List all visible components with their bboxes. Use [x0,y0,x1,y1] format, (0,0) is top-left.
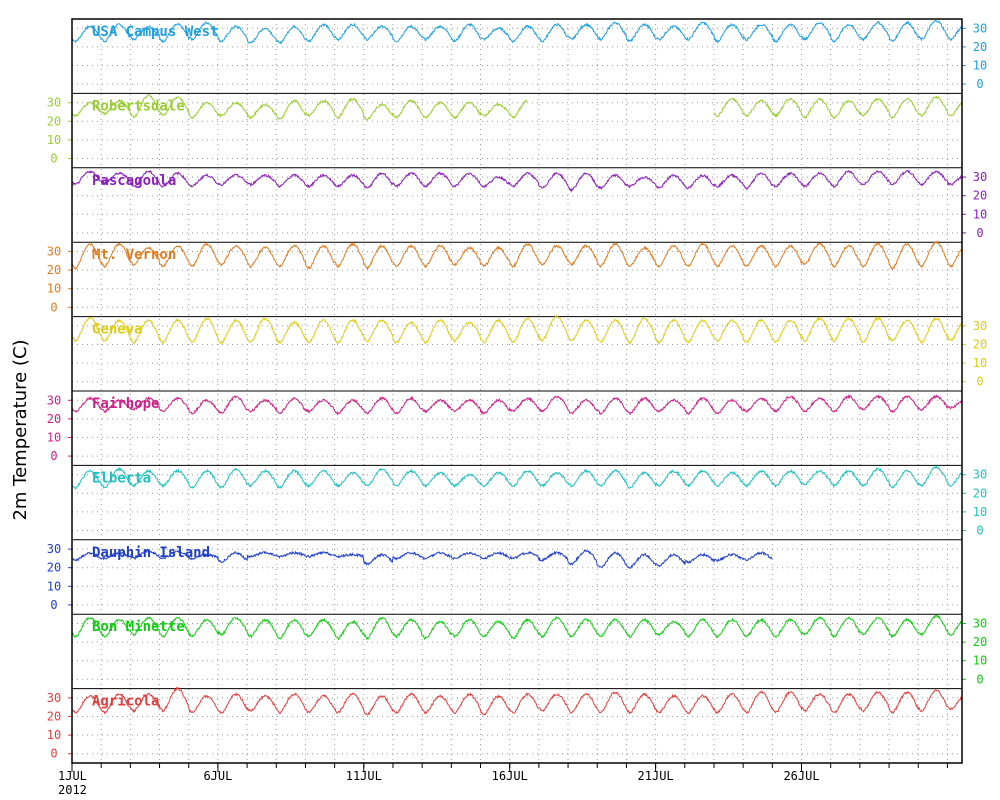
y-tick-label: 20 [973,635,987,649]
y-tick-label: 0 [50,449,57,463]
y-tick-label: 0 [50,300,57,314]
station-label: Robertsdale [92,98,185,114]
y-tick-label: 0 [50,747,57,761]
y-tick-label: 10 [47,282,61,296]
station-panel: 0 10 20 30 Fairhope [47,390,963,463]
y-tick-label: 20 [47,412,61,426]
y-tick-label: 0 [976,77,983,91]
series-line [71,464,963,490]
y-tick-label: 30 [47,393,61,407]
station-label: Bon Minette [92,619,185,635]
station-label: Dauphin Island [92,545,210,561]
plot-frame [71,18,963,764]
y-tick-label: 30 [47,542,61,556]
y-tick-label: 20 [973,40,987,54]
series-line [71,19,963,45]
station-label: Pascagoula [92,173,176,189]
y-tick-label: 0 [50,152,57,166]
y-tick-label: 0 [976,672,983,686]
station-panel: 0 10 20 30 Mt. Vernon [47,239,963,314]
series-line [71,614,963,641]
station-panel: 0 10 20 30 Bon Minette [71,613,987,686]
series-line [71,94,963,121]
y-tick-label: 10 [973,356,987,370]
y-tick-label: 10 [973,654,987,668]
y-tick-label: 30 [973,170,987,184]
station-panel: 0 10 20 30 Robertsdale [47,92,963,166]
y-tick-label: 30 [973,21,987,35]
y-tick-label: 10 [47,728,61,742]
y-tick-label: 20 [47,263,61,277]
station-panel: 0 10 20 30 Elberta [71,464,987,538]
station-label: Fairhope [92,396,159,412]
series-line [71,314,963,346]
station-panel: 0 10 20 30 Dauphin Island [47,539,962,612]
y-axis-label: 2m Temperature (C) [10,339,31,520]
x-tick-label: 11JUL [346,769,382,783]
station-label: Elberta [92,470,151,486]
y-tick-label: 0 [50,598,57,612]
y-tick-label: 10 [973,505,987,519]
plot-border [71,18,963,764]
y-tick-label: 30 [973,319,987,333]
y-tick-label: 30 [47,245,61,259]
y-tick-label: 10 [47,431,61,445]
x-tick-label: 16JUL [492,769,528,783]
x-year-label: 2012 [58,783,87,797]
y-tick-label: 10 [973,59,987,73]
station-panel: 0 10 20 30 Agricola [47,686,963,761]
series-line [71,686,963,716]
y-tick-label: 10 [47,579,61,593]
x-axis: 1JUL 6JUL 11JUL 16JUL 21JUL 26JUL 2012 [58,763,948,797]
station-label: Geneva [92,322,143,338]
x-tick-label: 1JUL [58,769,87,783]
y-tick-label: 20 [47,561,61,575]
station-label: USA Campus West [92,24,218,40]
series-line [71,393,963,416]
y-tick-label: 10 [47,133,61,147]
y-tick-label: 0 [976,524,983,538]
x-tick-label: 21JUL [638,769,674,783]
station-label: Mt. Vernon [92,247,176,263]
gridlines [100,19,948,763]
y-tick-label: 30 [47,691,61,705]
y-tick-label: 20 [47,710,61,724]
y-tick-label: 20 [973,189,987,203]
y-tick-label: 30 [973,468,987,482]
y-tick-label: 20 [973,338,987,352]
y-tick-label: 30 [973,617,987,631]
x-tick-label: 6JUL [203,769,232,783]
station-panels: 0 10 20 30 USA Campus West 0 10 20 30 Robertsdale… [47,19,987,761]
y-tick-label: 20 [973,486,987,500]
series-line [71,239,963,271]
series-line [71,169,963,193]
x-tick-label: 26JUL [783,769,819,783]
y-tick-label: 30 [47,96,61,110]
station-panel: 0 10 20 30 USA Campus West [71,19,987,91]
station-panel: 0 10 20 30 Pascagoula [71,167,987,240]
station-label: Agricola [92,694,159,710]
y-tick-label: 0 [976,375,983,389]
series-line [71,548,773,569]
y-tick-label: 10 [973,207,987,221]
station-panel: 0 10 20 30 Geneva [71,314,987,389]
y-tick-label: 0 [976,226,983,240]
y-tick-label: 20 [47,114,61,128]
